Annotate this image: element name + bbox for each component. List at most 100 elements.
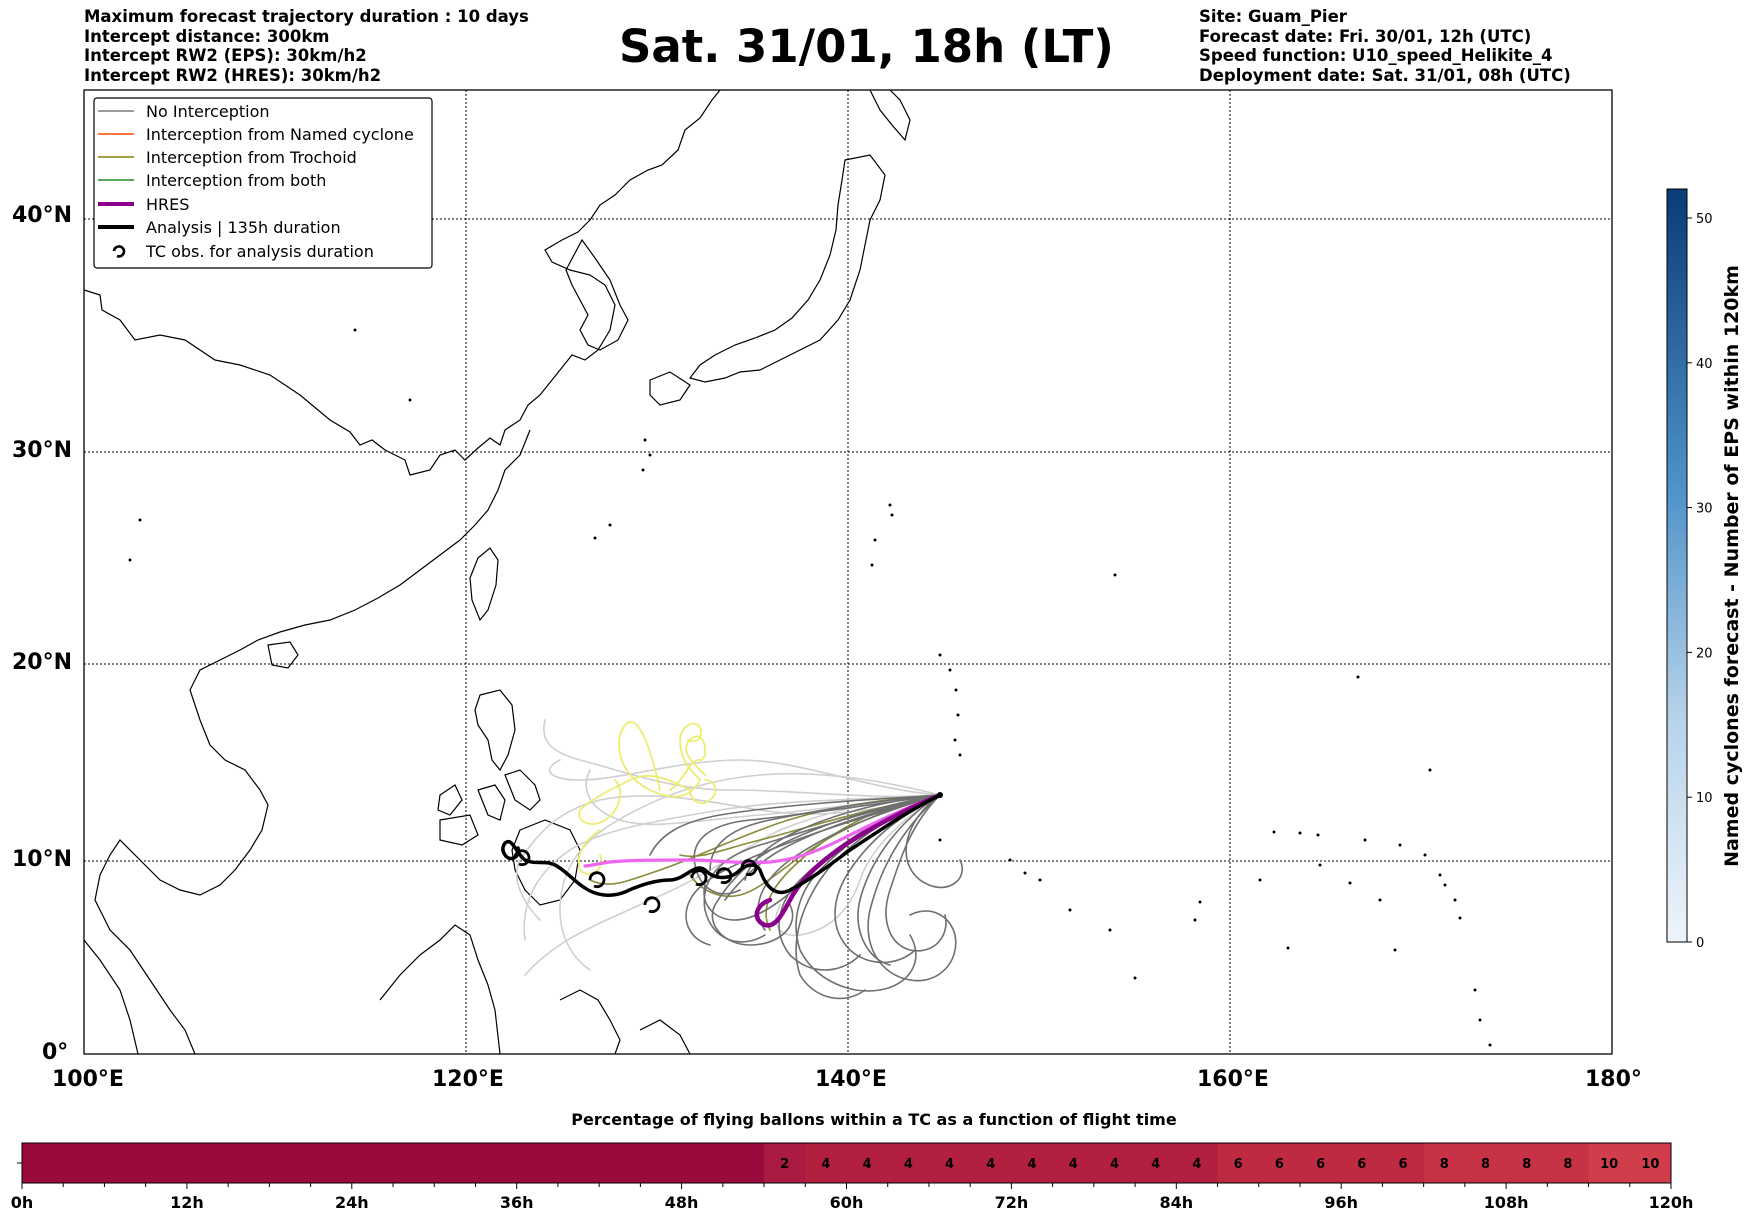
colorbar-label: Named cyclones forecast - Number of EPS … xyxy=(1721,265,1743,867)
site-marker xyxy=(937,792,943,798)
bottom-bar-value: 4 xyxy=(904,1157,913,1172)
lon-tick-label: 180° xyxy=(1585,1067,1642,1092)
legend: No Interception Interception from Named … xyxy=(93,97,433,269)
bottom-bar-value: 4 xyxy=(821,1157,830,1172)
bottom-bar-segment xyxy=(805,1143,1218,1183)
header-line: Deployment date: Sat. 31/01, 08h (UTC) xyxy=(1199,65,1571,85)
trajectory-group-yellow xyxy=(577,721,717,875)
colorbar-tick-label: 30 xyxy=(1696,502,1713,517)
colorbar-tick-label: 0 xyxy=(1696,936,1704,951)
bottom-bar-title: Percentage of flying ballons within a TC… xyxy=(571,1110,1177,1129)
bottom-bar-time-label: 108h xyxy=(1484,1193,1529,1212)
header-line: Intercept RW2 (HRES): 30km/h2 xyxy=(84,65,382,85)
bottom-bar-value: 2 xyxy=(780,1157,789,1172)
gridlines xyxy=(84,90,1612,1054)
bottom-bar-segment xyxy=(1217,1143,1424,1183)
coastline-taiwan xyxy=(469,547,499,622)
legend-label: Interception from Trochoid xyxy=(146,148,357,167)
tc-symbol-icon xyxy=(112,245,126,258)
coastline-korea xyxy=(565,238,629,351)
legend-label: TC obs. for analysis duration xyxy=(145,242,374,261)
bottom-bar-value: 10 xyxy=(1600,1157,1618,1172)
bottom-bar-time-label: 84h xyxy=(1159,1193,1193,1212)
bottom-bar-value: 4 xyxy=(1192,1157,1201,1172)
lon-tick-label: 160°E xyxy=(1197,1067,1269,1092)
legend-label: HRES xyxy=(146,195,189,214)
bottom-bar-value: 10 xyxy=(1641,1157,1659,1172)
tc-symbol-icon xyxy=(740,859,758,877)
legend-box xyxy=(93,97,433,269)
header-line: Intercept distance: 300km xyxy=(84,26,330,46)
bottom-bar: 2 4 4 4 4 4 4 4 4 4 4 6 6 6 6 6 8 8 8 8 10 10 0h 12h 24h 36h 48h 60… xyxy=(11,1142,1694,1212)
coastlines xyxy=(84,90,911,1054)
colorbar-tick-label: 40 xyxy=(1696,357,1713,372)
coastline-borneo xyxy=(379,924,501,1054)
colorbar-gradient xyxy=(1666,188,1688,943)
coastline-japan xyxy=(688,154,886,383)
islands xyxy=(128,328,1492,1047)
tc-symbol-icon xyxy=(588,871,606,889)
bottom-bar-segment xyxy=(764,1143,806,1183)
bottom-bar-value: 4 xyxy=(945,1157,954,1172)
bottom-bar-value: 4 xyxy=(863,1157,872,1172)
bottom-bar-value: 6 xyxy=(1399,1157,1408,1172)
colorbar: 0 10 20 30 40 50 Named cyclones forecast - Nu… xyxy=(1666,188,1743,951)
bottom-bar-value: 4 xyxy=(1151,1157,1160,1172)
lat-tick-label: 40°N xyxy=(12,203,73,228)
tc-obs-markers xyxy=(513,849,758,914)
legend-label: Interception from both xyxy=(146,171,326,190)
trajectory-hres xyxy=(754,792,943,928)
bottom-bar-time-label: 48h xyxy=(665,1193,699,1212)
bottom-bar-value: 6 xyxy=(1275,1157,1284,1172)
bottom-bar-segment xyxy=(1588,1143,1671,1183)
colorbar-tick-label: 50 xyxy=(1696,212,1713,227)
bottom-bar-value: 8 xyxy=(1522,1157,1531,1172)
bottom-bar-value: 8 xyxy=(1563,1157,1572,1172)
bottom-bar-value: 4 xyxy=(1069,1157,1078,1172)
lat-tick-label: 0° xyxy=(42,1040,69,1065)
lon-tick-label: 100°E xyxy=(52,1067,124,1092)
bottom-bar-value: 6 xyxy=(1357,1157,1366,1172)
bottom-bar-time-label: 12h xyxy=(170,1193,204,1212)
trajectories xyxy=(501,719,963,1000)
bottom-bar-value: 4 xyxy=(1110,1157,1119,1172)
bottom-bar-time-label: 0h xyxy=(11,1193,34,1212)
page-title: Sat. 31/01, 18h (LT) xyxy=(619,20,1114,73)
bottom-bar-value: 6 xyxy=(1316,1157,1325,1172)
coastline-philippines xyxy=(474,689,516,772)
header-line: Forecast date: Fri. 30/01, 12h (UTC) xyxy=(1199,26,1532,46)
bottom-bar-value: 4 xyxy=(986,1157,995,1172)
trajectory-analysis xyxy=(501,793,942,897)
lat-tick-label: 10°N xyxy=(12,847,73,872)
colorbar-ticks: 0 10 20 30 40 50 xyxy=(1687,212,1713,951)
bottom-bar-time-label: 72h xyxy=(995,1193,1029,1212)
legend-label: No Interception xyxy=(146,102,270,121)
colorbar-tick-label: 10 xyxy=(1696,791,1713,806)
bottom-bar-segment xyxy=(1423,1143,1589,1183)
tc-symbol-icon xyxy=(643,896,661,914)
legend-label: Interception from Named cyclone xyxy=(146,125,414,144)
tc-symbol-icon xyxy=(513,849,531,867)
bottom-bar-time-label: 96h xyxy=(1324,1193,1358,1212)
bottom-bar-value: 8 xyxy=(1481,1157,1490,1172)
coastline-mainland xyxy=(84,90,721,476)
bottom-bar-value: 4 xyxy=(1027,1157,1036,1172)
bottom-bar-value: 8 xyxy=(1440,1157,1449,1172)
header-line: Maximum forecast trajectory duration : 1… xyxy=(84,7,529,26)
bottom-bar-value: 6 xyxy=(1234,1157,1243,1172)
lat-tick-label: 30°N xyxy=(12,438,73,463)
tc-symbol-icon xyxy=(690,869,708,887)
tc-symbol-icon xyxy=(715,867,733,885)
lon-tick-label: 140°E xyxy=(815,1067,887,1092)
header-line: Speed function: U10_speed_Helikite_4 xyxy=(1199,46,1553,65)
colorbar-tick-label: 20 xyxy=(1696,646,1713,661)
bottom-bar-time-label: 120h xyxy=(1649,1193,1694,1212)
legend-label: Analysis | 135h duration xyxy=(146,218,341,237)
trajectory-hres-late xyxy=(583,793,942,868)
header-info-right: Site: Guam_Pier Forecast date: Fri. 30/0… xyxy=(1199,7,1571,85)
lat-tick-label: 20°N xyxy=(12,650,73,675)
bottom-bar-time-label: 36h xyxy=(500,1193,534,1212)
header-line: Site: Guam_Pier xyxy=(1199,7,1347,26)
lon-tick-label: 120°E xyxy=(432,1067,504,1092)
